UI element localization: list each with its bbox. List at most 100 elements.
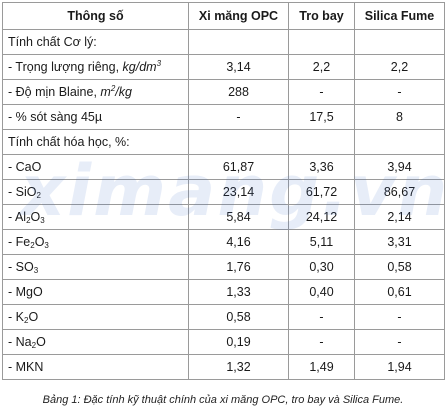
table-row: - MKN 1,32 1,49 1,94 <box>2 354 445 380</box>
value-cell: 1,94 <box>354 354 445 380</box>
spec-table-container: Thông số Xi măng OPC Tro bay Silica Fume… <box>2 2 445 380</box>
row-label-text: - Độ mịn Blaine, <box>8 85 101 99</box>
unit-text: m <box>100 85 111 99</box>
row-unit: kg/dm3 <box>122 59 162 75</box>
header-fly-ash: Tro bay <box>288 2 355 30</box>
value-cell: 1,76 <box>188 254 289 280</box>
table-row: - % sót sàng 45µ -17,5 8 <box>2 104 445 130</box>
value-cell: 0,40 <box>288 279 355 305</box>
row-label: - MKN <box>2 354 189 380</box>
value-cell: 2,2 <box>354 54 445 80</box>
formula-part: - MKN <box>8 360 44 374</box>
formula-part: O <box>34 235 45 249</box>
value-cell: 24,12 <box>288 204 355 230</box>
row-label-text: - Trọng lượng riêng, <box>8 60 123 74</box>
formula-subscript: 2 <box>30 241 35 250</box>
value-cell: 1,32 <box>188 354 289 380</box>
value-cell: - <box>288 79 355 105</box>
header-silica-fume: Silica Fume <box>354 2 445 30</box>
table-row: - Na2O 0,19- - <box>2 329 445 355</box>
formula-subscript: 2 <box>23 316 29 325</box>
header-parameter: Thông số <box>2 2 189 30</box>
unit-suffix: /kg <box>115 85 132 99</box>
value-cell: 3,94 <box>354 154 445 180</box>
section-physical-label: Tính chất Cơ lý: <box>2 29 189 55</box>
formula-part: - CaO <box>8 160 42 174</box>
value-cell: - <box>354 329 445 355</box>
table-row: - MgO 1,33 0,40 0,61 <box>2 279 445 305</box>
row-label: - SiO2 <box>2 179 189 205</box>
formula-part: O <box>28 310 39 324</box>
table-row: - Al2O3 5,84 24,12 2,14 <box>2 204 445 230</box>
row-label: - SO3 <box>2 254 189 280</box>
formula-subscript: 3 <box>40 216 45 225</box>
value-cell: - <box>354 304 445 330</box>
unit-superscript: 2 <box>110 84 116 93</box>
table-row: - K2O 0,58- - <box>2 304 445 330</box>
formula-subscript: 2 <box>36 191 41 200</box>
table-row: - CaO 61,87 3,36 3,94 <box>2 154 445 180</box>
value-cell: 1,49 <box>288 354 355 380</box>
value-cell: 5,11 <box>288 229 355 255</box>
row-unit: m2/kg <box>100 84 132 100</box>
row-label: - Na2O <box>2 329 189 355</box>
value-cell: 4,16 <box>188 229 289 255</box>
formula-subscript: 3 <box>33 266 39 275</box>
value-cell: 61,72 <box>288 179 355 205</box>
value-cell: 0,61 <box>354 279 445 305</box>
formula-part: O <box>30 210 41 224</box>
row-label: - Al2O3 <box>2 204 189 230</box>
row-label: - % sót sàng 45µ <box>2 104 189 130</box>
section-chemical-row: Tính chất hóa học, %: <box>2 129 445 155</box>
value-cell: - <box>354 79 445 105</box>
value-cell: 5,84 <box>188 204 289 230</box>
row-label: - Fe2O3 <box>2 229 189 255</box>
row-label-text: - % sót sàng 45µ <box>8 110 103 124</box>
value-cell: 0,58 <box>188 304 289 330</box>
formula-part: - Fe <box>8 235 31 249</box>
formula-part: - Al <box>8 210 27 224</box>
formula-part: - Na <box>8 335 32 349</box>
value-cell: 2,14 <box>354 204 445 230</box>
value-cell: 17,5 <box>288 104 355 130</box>
value-cell: - <box>288 304 355 330</box>
value-cell: 3,36 <box>288 154 355 180</box>
formula-subscript: 2 <box>26 216 31 225</box>
formula-part: - K <box>8 310 24 324</box>
value-cell: 288 <box>188 79 289 105</box>
header-opc: Xi măng OPC <box>188 2 289 30</box>
table-row: - SO3 1,76 0,30 0,58 <box>2 254 445 280</box>
formula-part: - SO <box>8 260 34 274</box>
spec-table: Thông số Xi măng OPC Tro bay Silica Fume… <box>2 2 445 380</box>
value-cell: 0,19 <box>188 329 289 355</box>
value-cell: - <box>288 329 355 355</box>
row-label: - Độ mịn Blaine, m2/kg <box>2 79 189 105</box>
value-cell: 8 <box>354 104 445 130</box>
value-cell: 3,31 <box>354 229 445 255</box>
formula-part: - SiO <box>8 185 37 199</box>
value-cell: 61,87 <box>188 154 289 180</box>
formula-part: O <box>36 335 46 349</box>
table-row: - Fe2O3 4,16 5,11 3,31 <box>2 229 445 255</box>
header-row: Thông số Xi măng OPC Tro bay Silica Fume <box>2 2 445 30</box>
formula-subscript: 3 <box>44 241 49 250</box>
unit-text: kg/dm <box>122 60 157 74</box>
value-cell: - <box>188 104 289 130</box>
row-label: - CaO <box>2 154 189 180</box>
row-label: - K2O <box>2 304 189 330</box>
section-chemical-label: Tính chất hóa học, %: <box>2 129 189 155</box>
value-cell: 2,2 <box>288 54 355 80</box>
section-physical-row: Tính chất Cơ lý: <box>2 29 445 55</box>
table-row: - Trọng lượng riêng, kg/dm3 3,14 2,2 2,2 <box>2 54 445 80</box>
value-cell: 86,67 <box>354 179 445 205</box>
value-cell: 0,58 <box>354 254 445 280</box>
table-caption: Bảng 1: Đặc tính kỹ thuật chính của xi m… <box>42 394 404 406</box>
table-row: - Độ mịn Blaine, m2/kg 288- - <box>2 79 445 105</box>
table-row: - SiO2 23,14 61,72 86,67 <box>2 179 445 205</box>
formula-part: - MgO <box>8 285 43 299</box>
value-cell: 0,30 <box>288 254 355 280</box>
formula-subscript: 2 <box>31 341 37 350</box>
value-cell: 1,33 <box>188 279 289 305</box>
unit-superscript: 3 <box>156 59 162 68</box>
value-cell: 23,14 <box>188 179 289 205</box>
